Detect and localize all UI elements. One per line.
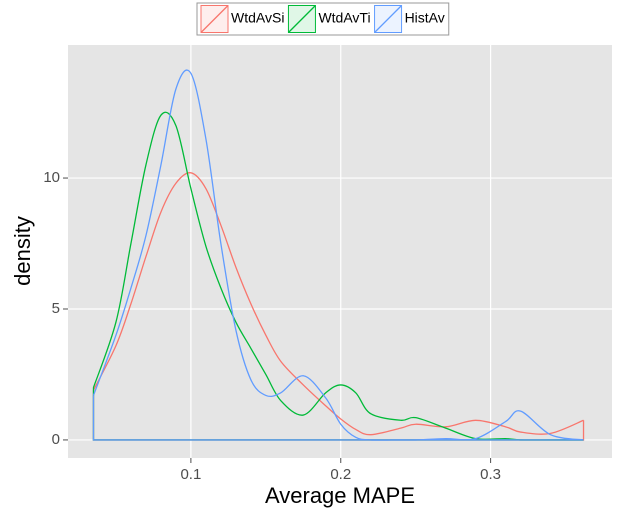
legend-label: WtdAvSi (231, 10, 284, 26)
panel (68, 45, 612, 458)
x-tick-label: 0.2 (330, 466, 351, 483)
density-curve (92, 69, 584, 441)
x-axis-title: Average MAPE (265, 483, 415, 508)
y-tick-label: 5 (52, 300, 60, 317)
x-tick-label: 0.1 (180, 466, 201, 483)
legend-key-line (374, 5, 403, 33)
density-curve (92, 111, 584, 441)
legend-key-line (200, 5, 229, 33)
legend-key-line (287, 5, 316, 33)
y-axis-title: density (10, 216, 35, 286)
marks (92, 69, 585, 441)
legend-frame (196, 2, 450, 36)
x-tick-label: 0.3 (480, 466, 501, 483)
legend: WtdAvSi WtdAvTi HistAv (196, 2, 450, 36)
legend-label: WtdAvTi (318, 10, 370, 26)
y-tick-label: 10 (43, 169, 60, 186)
density-curve (92, 172, 584, 436)
y-tick-label: 0 (52, 431, 60, 448)
legend-label: HistAv (405, 10, 445, 26)
